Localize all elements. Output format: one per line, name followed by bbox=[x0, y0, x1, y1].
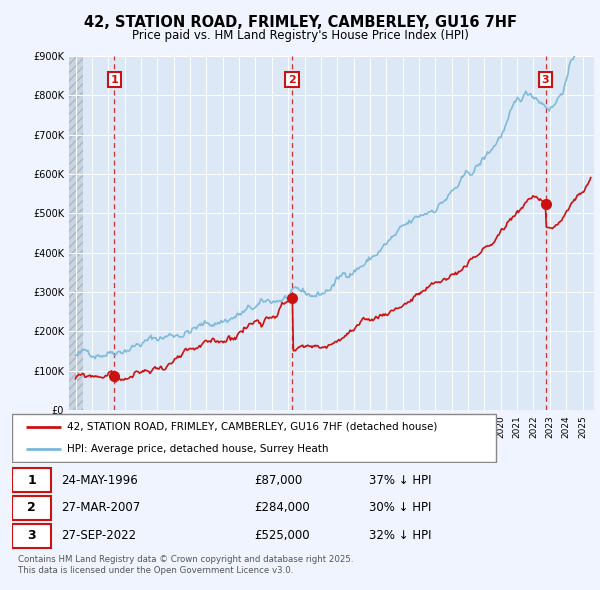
Text: 24-MAY-1996: 24-MAY-1996 bbox=[61, 474, 138, 487]
FancyBboxPatch shape bbox=[12, 468, 51, 492]
Text: £525,000: £525,000 bbox=[254, 529, 310, 542]
Text: 30% ↓ HPI: 30% ↓ HPI bbox=[369, 502, 431, 514]
Text: 3: 3 bbox=[542, 75, 550, 84]
Text: HPI: Average price, detached house, Surrey Heath: HPI: Average price, detached house, Surr… bbox=[67, 444, 328, 454]
Text: 42, STATION ROAD, FRIMLEY, CAMBERLEY, GU16 7HF (detached house): 42, STATION ROAD, FRIMLEY, CAMBERLEY, GU… bbox=[67, 421, 437, 431]
FancyBboxPatch shape bbox=[12, 524, 51, 548]
Text: 2: 2 bbox=[288, 75, 296, 84]
Text: £284,000: £284,000 bbox=[254, 502, 310, 514]
Text: 27-MAR-2007: 27-MAR-2007 bbox=[61, 502, 140, 514]
Text: 27-SEP-2022: 27-SEP-2022 bbox=[61, 529, 136, 542]
Text: 42, STATION ROAD, FRIMLEY, CAMBERLEY, GU16 7HF: 42, STATION ROAD, FRIMLEY, CAMBERLEY, GU… bbox=[83, 15, 517, 30]
Text: 2: 2 bbox=[27, 502, 36, 514]
Text: 37% ↓ HPI: 37% ↓ HPI bbox=[369, 474, 431, 487]
Text: 32% ↓ HPI: 32% ↓ HPI bbox=[369, 529, 431, 542]
Bar bbox=[69, 37, 83, 410]
Text: Price paid vs. HM Land Registry's House Price Index (HPI): Price paid vs. HM Land Registry's House … bbox=[131, 30, 469, 42]
Text: 1: 1 bbox=[110, 75, 118, 84]
FancyBboxPatch shape bbox=[12, 414, 496, 462]
Text: £87,000: £87,000 bbox=[254, 474, 302, 487]
FancyBboxPatch shape bbox=[12, 496, 51, 520]
Text: 3: 3 bbox=[27, 529, 36, 542]
Text: Contains HM Land Registry data © Crown copyright and database right 2025.
This d: Contains HM Land Registry data © Crown c… bbox=[18, 555, 353, 575]
Text: 1: 1 bbox=[27, 474, 36, 487]
